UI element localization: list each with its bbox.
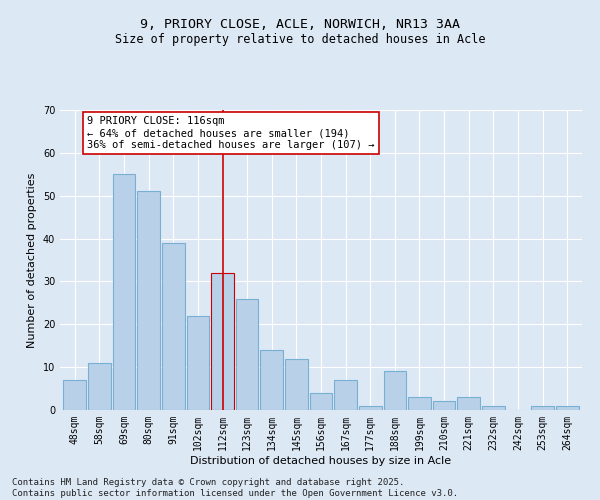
Bar [359, 406, 382, 410]
Bar [433, 402, 455, 410]
Bar [64, 380, 86, 410]
Bar [187, 316, 209, 410]
Bar [482, 406, 505, 410]
X-axis label: Distribution of detached houses by size in Acle: Distribution of detached houses by size … [190, 456, 452, 466]
Bar [334, 380, 357, 410]
Bar [260, 350, 283, 410]
Text: 9, PRIORY CLOSE, ACLE, NORWICH, NR13 3AA: 9, PRIORY CLOSE, ACLE, NORWICH, NR13 3AA [140, 18, 460, 30]
Bar [285, 358, 308, 410]
Y-axis label: Number of detached properties: Number of detached properties [27, 172, 37, 348]
Text: Contains HM Land Registry data © Crown copyright and database right 2025.
Contai: Contains HM Land Registry data © Crown c… [12, 478, 458, 498]
Bar [310, 393, 332, 410]
Bar [383, 372, 406, 410]
Bar [137, 192, 160, 410]
Bar [556, 406, 578, 410]
Bar [531, 406, 554, 410]
Bar [457, 397, 480, 410]
Bar [236, 298, 259, 410]
Text: Size of property relative to detached houses in Acle: Size of property relative to detached ho… [115, 32, 485, 46]
Bar [211, 273, 234, 410]
Bar [113, 174, 136, 410]
Text: 9 PRIORY CLOSE: 116sqm
← 64% of detached houses are smaller (194)
36% of semi-de: 9 PRIORY CLOSE: 116sqm ← 64% of detached… [87, 116, 374, 150]
Bar [88, 363, 111, 410]
Bar [162, 243, 185, 410]
Bar [408, 397, 431, 410]
